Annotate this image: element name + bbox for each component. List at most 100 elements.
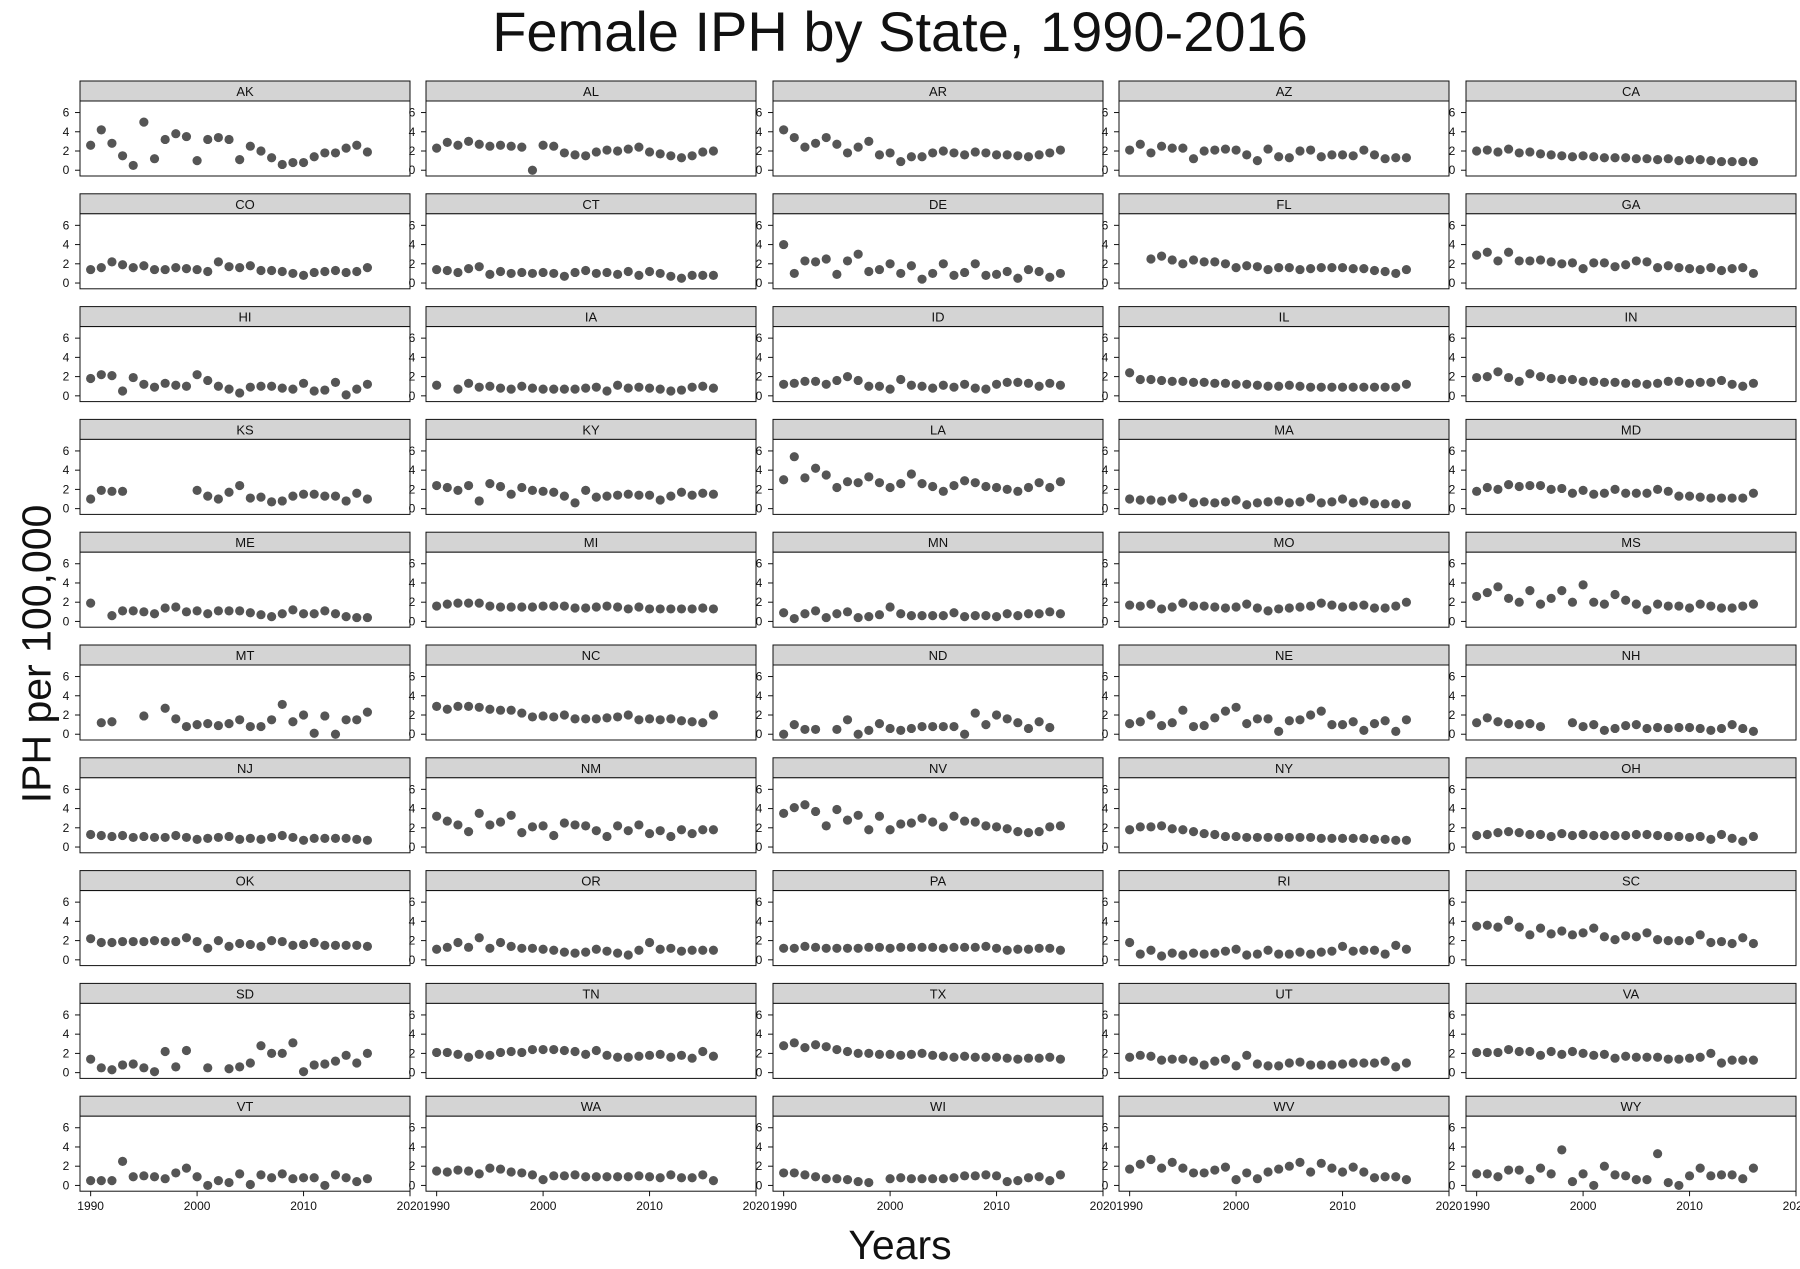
data-point-co-1996 bbox=[149, 264, 160, 275]
y-tick-label: 0 bbox=[1449, 840, 1456, 854]
data-point-fl-2001 bbox=[1242, 261, 1252, 271]
data-point-ct-2000 bbox=[538, 267, 548, 278]
data-point-ny-2007 bbox=[1306, 832, 1316, 843]
data-point-ct-2011 bbox=[655, 268, 665, 279]
data-point-mo-2006 bbox=[1295, 602, 1305, 612]
data-point-nh-2015 bbox=[1738, 723, 1748, 734]
data-point-nm-2003 bbox=[570, 820, 580, 830]
panel-label: KY bbox=[582, 422, 600, 437]
data-point-al-1996 bbox=[495, 140, 506, 150]
data-point-or-1990 bbox=[432, 944, 442, 954]
data-point-ma-2009 bbox=[1327, 497, 1337, 507]
y-tick-label: 6 bbox=[1102, 444, 1109, 458]
data-point-ne-2012 bbox=[1359, 725, 1369, 735]
data-point-sc-1997 bbox=[1546, 929, 1556, 939]
data-point-ms-2005 bbox=[1631, 599, 1641, 609]
data-point-oh-2009 bbox=[1674, 831, 1684, 842]
y-tick-label: 6 bbox=[1102, 1008, 1109, 1022]
y-tick-label: 0 bbox=[1102, 614, 1109, 628]
data-point-md-2012 bbox=[1706, 493, 1716, 503]
data-point-id-2009 bbox=[981, 384, 991, 394]
data-point-ma-1998 bbox=[1210, 498, 1220, 508]
data-point-md-2001 bbox=[1589, 489, 1599, 499]
panel-label: ND bbox=[929, 648, 948, 663]
data-point-hi-1990 bbox=[86, 373, 96, 384]
data-point-il-2005 bbox=[1284, 380, 1294, 390]
data-point-ak-2008 bbox=[277, 159, 287, 170]
data-point-ct-1999 bbox=[527, 268, 538, 279]
data-point-az-1998 bbox=[1210, 145, 1220, 155]
data-point-sc-2009 bbox=[1674, 936, 1684, 946]
data-point-mi-1997 bbox=[506, 602, 516, 612]
data-point-sc-1996 bbox=[1535, 923, 1546, 933]
data-point-ny-2016 bbox=[1401, 835, 1412, 845]
data-point-nd-1997 bbox=[853, 729, 863, 739]
data-point-de-2003 bbox=[917, 274, 927, 284]
data-point-wa-1991 bbox=[442, 1167, 452, 1177]
data-point-ar-2009 bbox=[981, 148, 991, 158]
data-point-az-1992 bbox=[1146, 148, 1156, 158]
data-point-ri-1996 bbox=[1188, 948, 1199, 958]
data-point-nh-1990 bbox=[1472, 718, 1482, 728]
data-point-ak-2004 bbox=[235, 155, 245, 165]
data-point-sc-2000 bbox=[1578, 928, 1588, 938]
data-point-ks-1990 bbox=[86, 494, 96, 504]
data-point-tx-2009 bbox=[981, 1052, 991, 1062]
y-tick-label: 4 bbox=[1102, 463, 1109, 477]
data-point-tx-2014 bbox=[1034, 1053, 1044, 1063]
data-point-nd-2004 bbox=[928, 721, 938, 732]
data-point-mo-2008 bbox=[1316, 598, 1326, 608]
panel-label: NJ bbox=[237, 761, 253, 776]
data-point-ak-1993 bbox=[117, 151, 128, 161]
data-point-vt-1995 bbox=[139, 1171, 149, 1181]
data-point-nc-2010 bbox=[644, 714, 655, 724]
data-point-ok-1998 bbox=[171, 936, 181, 947]
data-point-nj-2005 bbox=[245, 833, 255, 843]
y-tick-label: 6 bbox=[63, 106, 70, 120]
data-point-hi-1992 bbox=[107, 371, 117, 381]
y-tick-label: 4 bbox=[756, 802, 763, 816]
data-point-ms-1992 bbox=[1493, 582, 1503, 592]
data-point-co-1995 bbox=[139, 261, 149, 271]
data-point-me-1990 bbox=[86, 598, 96, 608]
data-point-ne-1995 bbox=[1178, 705, 1188, 715]
data-point-me-2001 bbox=[203, 609, 213, 619]
data-point-mn-2006 bbox=[949, 608, 959, 618]
data-point-id-2006 bbox=[949, 382, 959, 392]
data-point-wy-2001 bbox=[1589, 1180, 1599, 1191]
data-point-al-1991 bbox=[442, 137, 452, 147]
data-point-nc-2004 bbox=[581, 714, 591, 724]
data-point-va-1994 bbox=[1514, 1046, 1524, 1057]
data-point-co-2006 bbox=[256, 265, 266, 276]
y-tick-label: 4 bbox=[1449, 125, 1456, 139]
data-point-ne-2016 bbox=[1401, 715, 1412, 725]
data-point-ma-1996 bbox=[1188, 498, 1199, 508]
data-point-pa-2002 bbox=[906, 942, 916, 952]
data-point-ks-2010 bbox=[298, 489, 309, 499]
data-point-or-2001 bbox=[549, 945, 559, 955]
data-point-mo-2003 bbox=[1263, 606, 1273, 616]
data-point-mn-2007 bbox=[960, 612, 970, 622]
data-point-ct-2009 bbox=[634, 270, 644, 280]
data-point-ct-2005 bbox=[591, 268, 601, 279]
data-point-ms-1997 bbox=[1546, 593, 1556, 603]
data-point-mt-2009 bbox=[288, 717, 298, 727]
data-point-vt-2011 bbox=[309, 1173, 319, 1183]
data-point-wi-2007 bbox=[960, 1171, 970, 1181]
data-point-ky-2010 bbox=[644, 490, 655, 500]
data-point-tx-1994 bbox=[821, 1042, 831, 1052]
data-point-nj-1993 bbox=[117, 830, 128, 841]
data-point-wi-1994 bbox=[821, 1174, 831, 1184]
data-point-hi-2007 bbox=[267, 381, 277, 391]
data-point-de-2004 bbox=[928, 268, 938, 279]
y-tick-label: 0 bbox=[409, 389, 416, 403]
y-tick-label: 6 bbox=[1449, 895, 1456, 909]
data-point-ut-2001 bbox=[1242, 1050, 1252, 1060]
data-point-al-2005 bbox=[591, 147, 601, 157]
data-point-nv-1997 bbox=[853, 810, 863, 820]
